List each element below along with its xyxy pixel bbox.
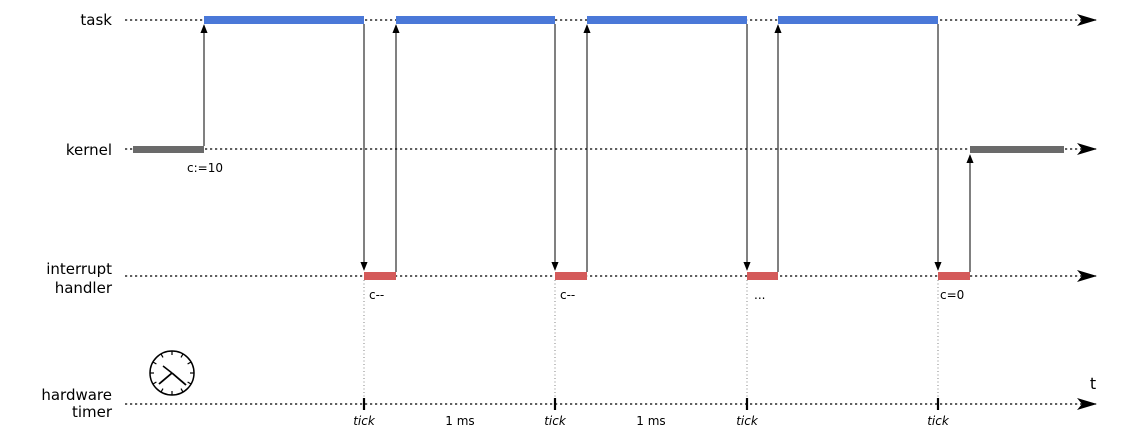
tick-label: tick [544,414,567,428]
timer-lane-label-line1: hardware [41,386,112,404]
interrupt-lane-label-line1: interrupt [46,260,112,278]
task-segment [587,16,747,24]
interrupt-lane-label-line2: handler [55,279,113,297]
interrupt-annotation: c-- [560,288,575,302]
interrupt-annotation: ... [754,288,765,302]
interrupt-annotation: c=0 [940,288,964,302]
clock-icon [149,350,195,396]
tick-label: tick [353,414,376,428]
interrupt-segment [555,272,587,280]
kernel-segment [970,146,1064,153]
kernel-lane-label: kernel [66,141,112,159]
time-axis-label: t [1090,374,1096,393]
interrupt-annotation: c-- [369,288,384,302]
interrupt-segment [747,272,778,280]
interrupt-segment [364,272,396,280]
kernel-segment [133,146,204,153]
task-segment [204,16,364,24]
task-segment [778,16,938,24]
kernel-init-annotation: c:=10 [187,161,223,175]
tick-label: tick [736,414,759,428]
interval-label: 1 ms [445,414,474,428]
interval-label: 1 ms [636,414,665,428]
timer-lane-label-line2: timer [72,403,113,421]
tick-label: tick [927,414,950,428]
interrupt-segment [938,272,970,280]
task-segment [396,16,555,24]
task-lane-label: task [80,11,112,29]
